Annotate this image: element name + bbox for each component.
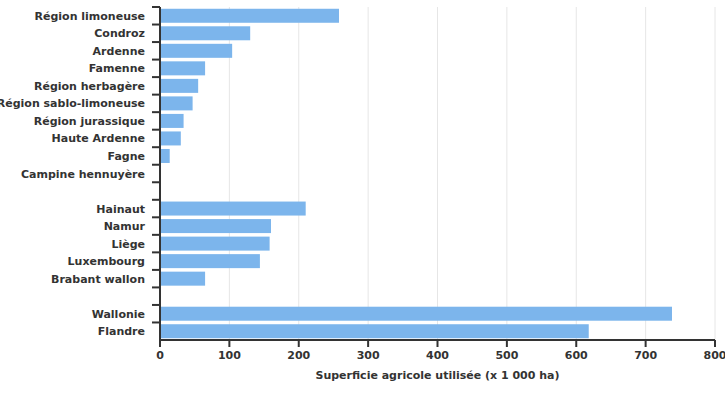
y-tick-label: Liège bbox=[111, 238, 145, 251]
x-tick-label: 400 bbox=[426, 349, 449, 362]
x-tick-label: 600 bbox=[565, 349, 588, 362]
x-tick bbox=[437, 340, 439, 347]
y-tick-label: Namur bbox=[104, 220, 146, 233]
y-tick-label: Campine hennuyère bbox=[21, 168, 145, 181]
grid-line bbox=[715, 7, 716, 340]
grid-line bbox=[160, 7, 161, 340]
y-tick bbox=[152, 129, 160, 131]
y-tick-label: Fagne bbox=[108, 150, 145, 163]
y-tick bbox=[152, 304, 160, 306]
y-tick bbox=[152, 181, 160, 183]
x-tick bbox=[159, 340, 161, 347]
x-tick-label: 300 bbox=[357, 349, 380, 362]
bar bbox=[160, 114, 184, 128]
y-tick-label: Ardenne bbox=[93, 45, 145, 58]
y-tick bbox=[152, 234, 160, 236]
y-tick bbox=[152, 216, 160, 218]
chart: Région limoneuse Condroz Ardenne Famenne Rég… bbox=[0, 0, 725, 400]
y-tick-label: Luxembourg bbox=[68, 255, 145, 268]
bar bbox=[160, 324, 589, 338]
x-axis-label: Superficie agricole utilisée (x 1 000 ha… bbox=[315, 369, 559, 382]
y-tick-label: Région jurassique bbox=[34, 115, 145, 128]
bars bbox=[160, 9, 672, 338]
bar bbox=[160, 9, 339, 23]
y-tick-label: Famenne bbox=[89, 62, 145, 75]
grid-line bbox=[298, 7, 299, 340]
y-tick bbox=[152, 269, 160, 271]
y-tick bbox=[152, 146, 160, 148]
y-tick bbox=[152, 321, 160, 323]
x-tick bbox=[506, 340, 508, 347]
bar bbox=[160, 237, 270, 251]
y-tick bbox=[152, 199, 160, 201]
y-tick bbox=[152, 111, 160, 113]
y-tick-label: Région sablo-limoneuse bbox=[0, 97, 145, 110]
bar bbox=[160, 61, 205, 75]
grid-line bbox=[368, 7, 369, 340]
bar bbox=[160, 272, 205, 286]
bar bbox=[160, 131, 181, 145]
bar bbox=[160, 79, 198, 93]
x-tick-label: 0 bbox=[156, 349, 164, 362]
y-tick-label: Haute Ardenne bbox=[52, 132, 145, 145]
x-tick-label: 700 bbox=[634, 349, 657, 362]
bar bbox=[160, 202, 306, 216]
x-tick bbox=[645, 340, 647, 347]
x-tick bbox=[714, 340, 716, 347]
x-tick-label: 800 bbox=[704, 349, 725, 362]
x-tick bbox=[298, 340, 300, 347]
y-tick-label: Région limoneuse bbox=[35, 10, 145, 23]
y-tick-label: Wallonie bbox=[92, 308, 145, 321]
chart-svg: Région limoneuse Condroz Ardenne Famenne Rég… bbox=[0, 0, 725, 400]
y-tick bbox=[152, 251, 160, 253]
y-axis bbox=[159, 7, 161, 340]
y-tick bbox=[152, 24, 160, 26]
y-tick bbox=[152, 286, 160, 288]
y-tick bbox=[152, 59, 160, 61]
x-tick-label: 200 bbox=[287, 349, 310, 362]
bar bbox=[160, 96, 193, 110]
bar bbox=[160, 44, 232, 58]
bar bbox=[160, 254, 260, 268]
y-tick bbox=[152, 76, 160, 78]
y-tick-label: Hainaut bbox=[96, 203, 145, 216]
y-tick-label: Région herbagère bbox=[34, 80, 145, 93]
y-tick-label: Brabant wallon bbox=[51, 273, 145, 286]
y-tick-label: Flandre bbox=[98, 325, 145, 338]
x-tick-label: 500 bbox=[495, 349, 518, 362]
x-tick bbox=[367, 340, 369, 347]
grid-line bbox=[645, 7, 646, 340]
bar bbox=[160, 307, 672, 321]
grid-line bbox=[437, 7, 438, 340]
y-tick bbox=[152, 6, 160, 8]
grid-line bbox=[506, 7, 507, 340]
y-tick bbox=[152, 41, 160, 43]
y-tick-label: Condroz bbox=[94, 27, 145, 40]
bar bbox=[160, 26, 250, 40]
y-tick bbox=[152, 94, 160, 96]
x-tick bbox=[575, 340, 577, 347]
y-tick bbox=[152, 164, 160, 166]
grid-line bbox=[576, 7, 577, 340]
x-tick bbox=[228, 340, 230, 347]
bar bbox=[160, 149, 170, 163]
x-tick-label: 100 bbox=[218, 349, 241, 362]
bar bbox=[160, 219, 271, 233]
